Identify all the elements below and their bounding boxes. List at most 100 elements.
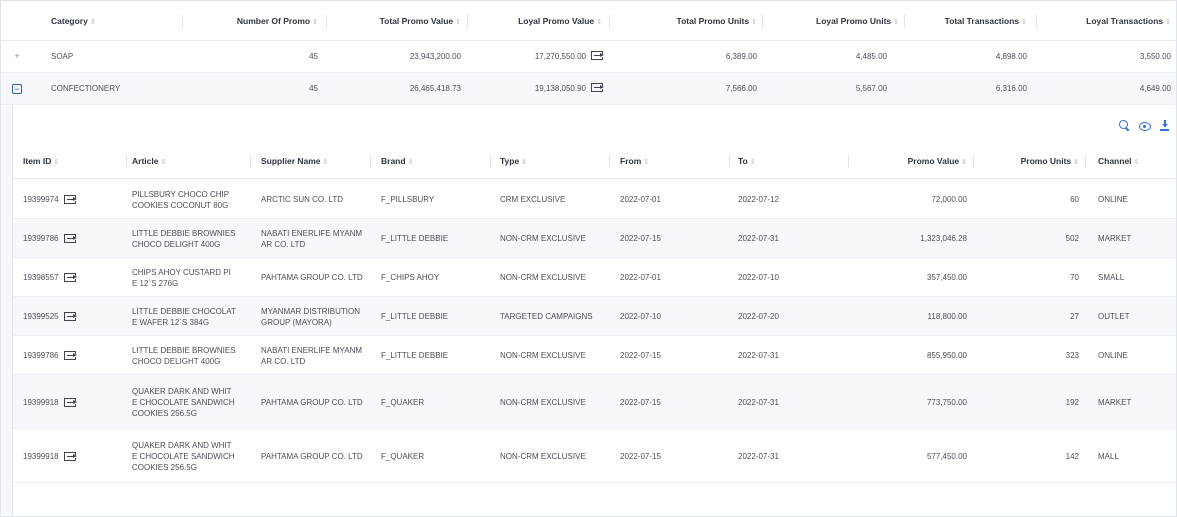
item-table-row[interactable]: 19399786 LITTLE DEBBIE BROWNIES CHOCO DEL… xyxy=(13,219,1176,258)
column-header-total-transactions[interactable]: Total Transactions ⇕ xyxy=(944,16,1027,26)
total-promo-value-cell: 23,943,200.00 xyxy=(409,52,461,61)
from-date-cell: 2022-07-15 xyxy=(620,397,661,407)
column-header-total-promo-units[interactable]: Total Promo Units ⇕ xyxy=(676,16,757,26)
promo-units-cell: 192 xyxy=(1065,397,1079,407)
sort-icon[interactable]: ⇕ xyxy=(322,159,329,166)
column-header-item-id[interactable]: Item ID ⇕ xyxy=(23,156,60,166)
article-cell: LITTLE DEBBIE BROWNIES CHOCO DELIGHT 400… xyxy=(132,345,236,366)
sort-icon[interactable]: ⇕ xyxy=(407,159,414,166)
to-date-cell: 2022-07-20 xyxy=(738,312,779,321)
column-header-type[interactable]: Type ⇕ xyxy=(500,156,528,166)
sort-icon[interactable]: ⇕ xyxy=(1021,19,1027,26)
item-table-row[interactable]: 19398557 CHIPS AHOY CUSTARD PIE 12`S 276G… xyxy=(13,258,1176,297)
category-row-confectionery[interactable]: − CONFECTIONERY 45 26,465,418.73 19,138,… xyxy=(1,73,1176,105)
from-date-cell: 2022-07-15 xyxy=(620,351,661,360)
export-icon[interactable] xyxy=(63,397,77,407)
sort-icon[interactable]: ⇕ xyxy=(160,159,167,166)
export-icon[interactable] xyxy=(63,351,77,360)
sort-icon[interactable]: ⇕ xyxy=(1133,159,1140,166)
table-toolbar xyxy=(1119,120,1170,134)
total-promo-value-cell: 26,465,418.73 xyxy=(409,84,461,93)
to-date-cell: 2022-07-31 xyxy=(738,234,779,243)
download-icon[interactable] xyxy=(1159,120,1170,131)
supplier-name-cell: PAHTAMA GROUP CO. LTD xyxy=(261,451,363,461)
column-header-article[interactable]: Article ⇕ xyxy=(132,156,167,166)
sort-icon[interactable]: ⇕ xyxy=(893,19,899,26)
type-cell: NON-CRM EXCLUSIVE xyxy=(500,351,586,360)
type-cell: NON-CRM EXCLUSIVE xyxy=(500,451,586,461)
expand-plus-icon[interactable]: + xyxy=(14,51,20,61)
from-date-cell: 2022-07-01 xyxy=(620,273,661,282)
export-icon[interactable] xyxy=(591,51,604,60)
item-table-row[interactable]: 19399974 PILLSBURY CHOCO CHIP COOKIES COC… xyxy=(13,180,1176,219)
category-cell: SOAP xyxy=(51,52,74,61)
column-divider xyxy=(326,14,327,28)
item-id-cell: 19399918 xyxy=(23,375,123,429)
column-header-promo-units[interactable]: Promo Units ⇕ xyxy=(1020,156,1079,166)
supplier-name-cell: MYANMAR DISTRIBUTION GROUP (MAYORA) xyxy=(261,306,360,327)
export-icon[interactable] xyxy=(591,83,604,92)
loyal-transactions-cell: 4,649.00 xyxy=(1139,84,1171,93)
column-divider xyxy=(848,155,849,168)
item-table-row[interactable]: 19399525 LITTLE DEBBIE CHOCOLATE WAFER 12… xyxy=(13,297,1176,336)
column-divider xyxy=(609,155,610,168)
sort-icon[interactable]: ⇕ xyxy=(89,19,96,26)
supplier-name-cell: NABATI ENERLIFE MYANMAR CO. LTD xyxy=(261,345,363,366)
export-icon[interactable] xyxy=(63,195,77,204)
from-date-cell: 2022-07-01 xyxy=(620,195,661,204)
type-cell: TARGETED CAMPAIGNS xyxy=(500,312,593,321)
column-header-category[interactable]: Category ⇕ xyxy=(51,16,96,26)
total-promo-units-cell: 6,389.00 xyxy=(725,52,757,61)
item-table-row[interactable]: 19399918 QUAKER DARK AND WHITE CHOCOLATE … xyxy=(13,375,1176,429)
brand-cell: F_LITTLE DEBBIE xyxy=(381,351,449,360)
column-header-total-promo-value[interactable]: Total Promo Value ⇕ xyxy=(379,16,461,26)
sort-icon[interactable]: ⇕ xyxy=(596,19,602,26)
item-table-row[interactable]: 19399786 LITTLE DEBBIE BROWNIES CHOCO DEL… xyxy=(13,336,1176,375)
export-icon[interactable] xyxy=(63,312,77,321)
loyal-promo-units-cell: 5,567.00 xyxy=(855,84,887,93)
promo-units-cell: 27 xyxy=(1070,312,1079,321)
export-icon[interactable] xyxy=(63,234,77,243)
sort-icon[interactable]: ⇕ xyxy=(455,19,461,26)
column-header-loyal-promo-value[interactable]: Loyal Promo Value ⇕ xyxy=(518,16,602,26)
to-date-cell: 2022-07-31 xyxy=(738,351,779,360)
column-header-number-of-promo[interactable]: Number Of Promo ⇕ xyxy=(236,16,318,26)
sort-icon[interactable]: ⇕ xyxy=(53,159,60,166)
export-icon[interactable] xyxy=(63,451,77,461)
column-header-promo-value[interactable]: Promo Value ⇕ xyxy=(907,156,967,166)
export-icon[interactable] xyxy=(63,273,77,282)
column-divider xyxy=(126,155,127,168)
column-divider xyxy=(467,14,468,28)
category-cell: CONFECTIONERY xyxy=(51,84,121,93)
sort-icon[interactable]: ⇕ xyxy=(961,159,967,166)
to-date-cell: 2022-07-31 xyxy=(738,397,779,407)
article-cell: QUAKER DARK AND WHITE CHOCOLATE SANDWICH… xyxy=(132,440,235,472)
sort-icon[interactable]: ⇕ xyxy=(749,159,756,166)
column-divider xyxy=(490,155,491,168)
sort-icon[interactable]: ⇕ xyxy=(1165,19,1171,26)
category-row-soap[interactable]: + SOAP 45 23,943,200.00 17,270,550.00 6,… xyxy=(1,41,1176,73)
item-id-cell: 19399786 xyxy=(23,219,123,258)
promo-units-cell: 142 xyxy=(1065,451,1079,461)
sort-icon[interactable]: ⇕ xyxy=(521,159,528,166)
column-header-to[interactable]: To ⇕ xyxy=(738,156,756,166)
sort-icon[interactable]: ⇕ xyxy=(312,19,318,26)
brand-cell: F_QUAKER xyxy=(381,451,425,461)
sort-icon[interactable]: ⇕ xyxy=(643,159,650,166)
column-header-from[interactable]: From ⇕ xyxy=(620,156,650,166)
number-of-promo-cell: 45 xyxy=(309,84,318,93)
type-cell: NON-CRM EXCLUSIVE xyxy=(500,234,586,243)
brand-cell: F_LITTLE DEBBIE xyxy=(381,234,449,243)
column-header-loyal-promo-units[interactable]: Loyal Promo Units ⇕ xyxy=(816,16,899,26)
sort-icon[interactable]: ⇕ xyxy=(1073,159,1079,166)
promo-units-cell: 60 xyxy=(1070,195,1079,204)
column-header-supplier-name[interactable]: Supplier Name ⇕ xyxy=(261,156,329,166)
column-header-loyal-transactions[interactable]: Loyal Transactions ⇕ xyxy=(1086,16,1171,26)
search-icon[interactable] xyxy=(1119,120,1130,131)
sort-icon[interactable]: ⇕ xyxy=(751,19,757,26)
column-header-brand[interactable]: Brand ⇕ xyxy=(381,156,414,166)
item-table-row[interactable]: 19399918 QUAKER DARK AND WHITE CHOCOLATE … xyxy=(13,429,1176,483)
eye-icon[interactable] xyxy=(1139,120,1151,131)
column-header-channel[interactable]: Channel ⇕ xyxy=(1098,156,1140,166)
collapse-minus-icon[interactable]: − xyxy=(12,84,22,94)
